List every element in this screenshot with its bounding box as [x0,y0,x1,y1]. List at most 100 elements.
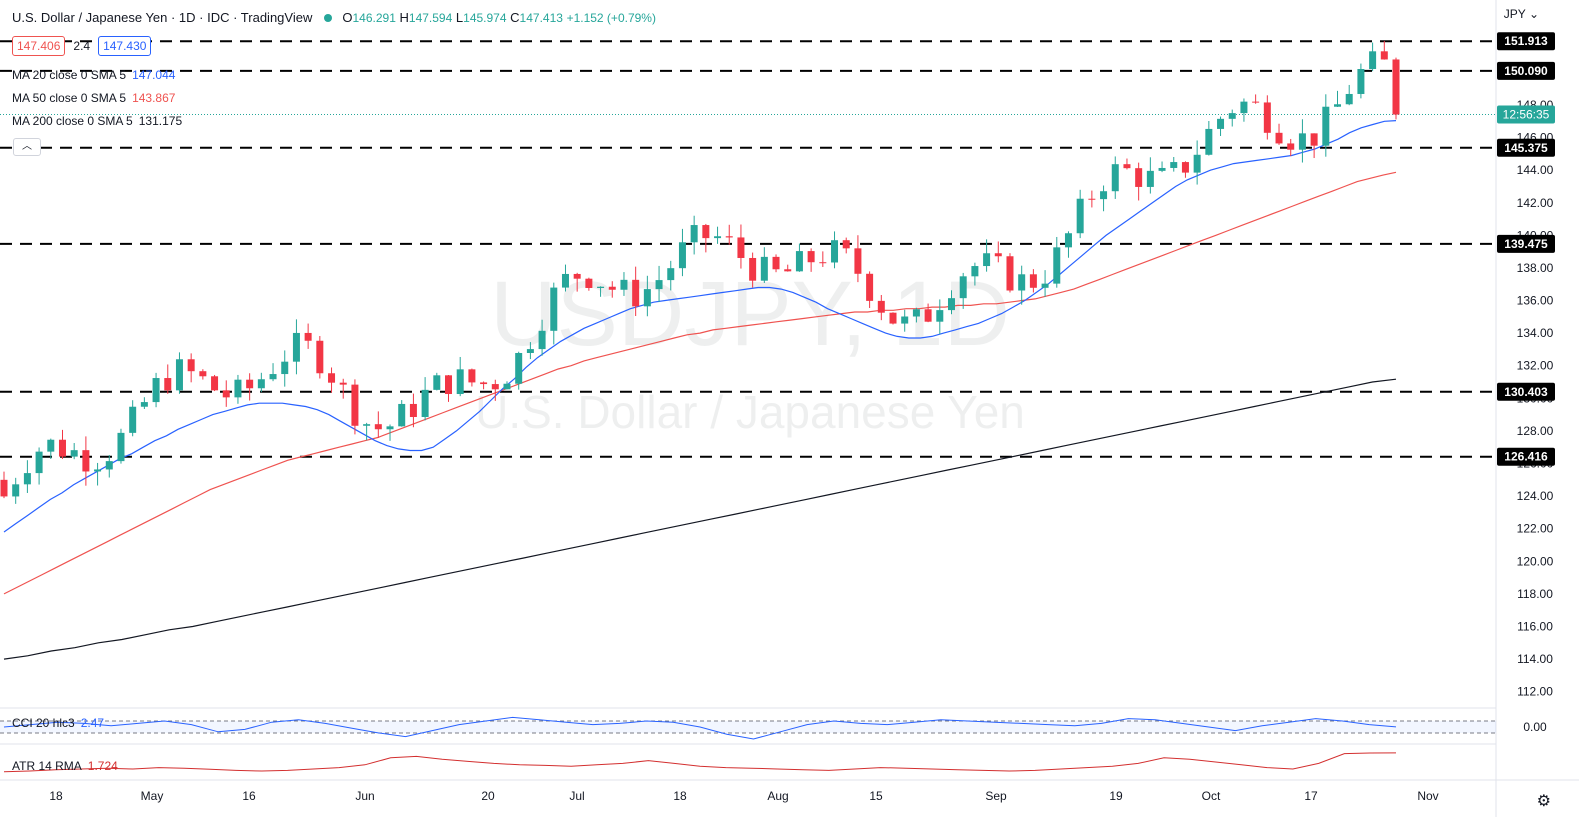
high-label: H [399,10,409,25]
candle-down [409,403,417,418]
x-tick-label: 15 [869,789,883,803]
y-tick-label: 112.00 [1517,685,1553,699]
candle-down [994,253,1002,257]
cci-line [3,716,1397,740]
current-price-box [1497,105,1555,124]
candle-up [1064,233,1072,248]
level-label-box [1497,32,1555,51]
candle-up [971,266,979,277]
candle-up [234,379,242,398]
ma50-line [3,171,1397,595]
candle-down [339,382,347,385]
candle-down [187,359,195,372]
candle-up [714,236,722,239]
candle-down [445,375,453,395]
candle-up [1076,198,1084,234]
candle-up [690,225,698,243]
x-tick-label: Jun [355,789,374,803]
candle-down [866,273,874,301]
symbol-title[interactable]: U.S. Dollar / Japanese Yen · 1D · IDC · … [12,10,313,25]
spread-value: 2.4 [73,39,91,53]
candle-up [70,450,78,457]
close-label: C [510,10,520,25]
candle-down [1029,274,1037,288]
ma50-value: 143.867 [132,91,176,105]
candle-up [1018,274,1026,291]
candle-down [199,371,207,377]
candle-down [374,424,382,430]
candle-up [1100,191,1108,200]
y-tick-label: 134.00 [1517,326,1554,340]
candle-up [1158,167,1166,171]
candle-down [1310,133,1318,146]
candle-up [1322,106,1330,146]
candle-up [152,378,160,403]
candle-up [983,253,991,267]
chart-header: U.S. Dollar / Japanese Yen · 1D · IDC · … [12,10,656,25]
candle-up [901,316,909,324]
atr-legend[interactable]: ATR 14 RMA 1.724 [12,759,118,773]
candle-down [585,278,593,288]
candle-up [47,439,55,452]
candle-up [23,473,31,485]
sell-button[interactable]: 147.406 [12,36,66,56]
open-label: O [342,10,353,25]
candle-up [643,289,651,307]
candle-down [211,376,219,391]
watermark-name: U.S. Dollar / Japanese Yen [475,386,1025,438]
ma20-legend[interactable]: MA 20 close 0 SMA 5 147.044 [12,68,175,82]
candle-up [597,286,605,288]
level-label: 150.090 [1504,64,1548,78]
currency-selector[interactable]: JPY ⌄ [1504,7,1539,21]
candle-up [433,375,441,390]
candle-down [1252,101,1260,103]
candle-up [1240,101,1248,114]
candle-down [772,256,780,270]
candle-down [82,450,90,472]
collapse-legend-button[interactable]: ︿ [13,138,41,156]
cci-label: CCI 20 hlc3 [12,716,75,730]
x-tick-label: 20 [481,789,495,803]
y-tick-label: 144.00 [1517,163,1554,177]
candle-up [1217,118,1225,129]
x-tick-label: 17 [1304,789,1318,803]
candle-up [292,332,300,362]
candle-up [667,268,675,281]
ma20-line [3,120,1397,533]
ma50-legend[interactable]: MA 50 close 0 SMA 5 143.867 [12,91,175,105]
y-tick-label: 138.00 [1517,261,1554,275]
candle-up [398,403,406,427]
x-tick-label: Sep [985,789,1007,803]
ma200-legend[interactable]: MA 200 close 0 SMA 5 131.175 [12,114,182,128]
level-label: 139.475 [1504,237,1548,251]
candle-down [1181,162,1189,173]
y-tick-label: 132.00 [1517,359,1554,373]
candle-down [58,439,66,457]
candle-up [1357,69,1365,94]
atr-value: 1.724 [87,759,118,773]
x-tick-label: Aug [767,789,788,803]
x-tick-label: 18 [673,789,687,803]
candle-up [1111,164,1119,192]
candle-down [819,262,827,264]
candle-down [1006,256,1014,291]
candle-up [526,349,534,353]
candle-up [550,287,558,331]
candle-up [795,251,803,272]
candle-down [842,240,850,249]
candle-down [737,237,745,258]
gear-icon[interactable]: ⚙ [1536,793,1551,810]
ma20-label: MA 20 close 0 SMA 5 [12,68,127,82]
candle-up [1298,133,1306,150]
candle-up [129,406,137,433]
cci-legend[interactable]: CCI 20 hlc3 2.47 [12,716,104,730]
candle-up [1334,104,1342,107]
candle-up [105,461,113,470]
candle-up [947,298,955,311]
candle-down [702,225,710,239]
y-tick-label: 120.00 [1517,554,1554,568]
candle-up [1170,162,1178,168]
candle-up [936,310,944,322]
buy-button[interactable]: 147.430 [98,36,152,56]
